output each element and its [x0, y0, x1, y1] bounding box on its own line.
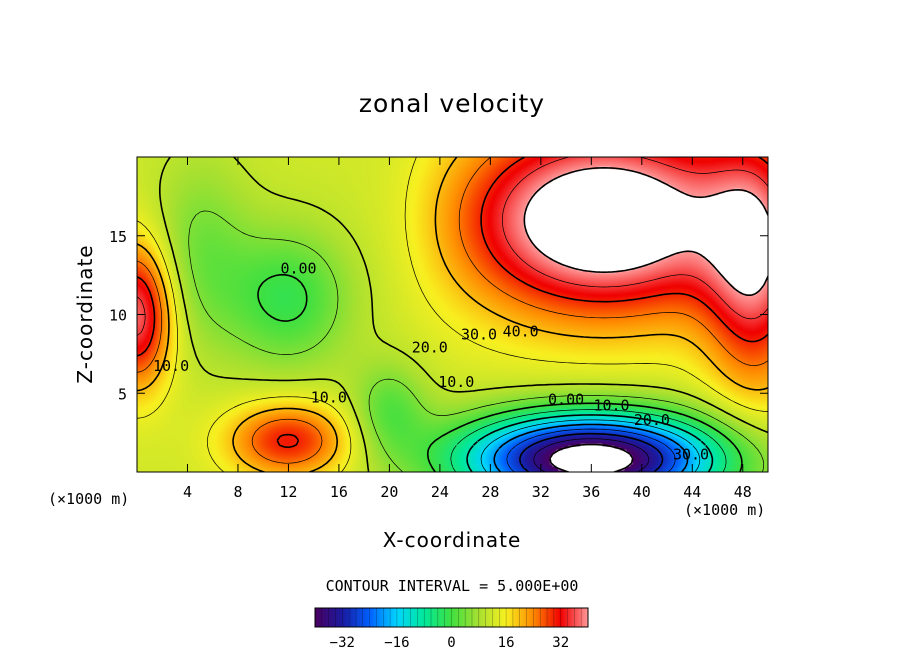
x-unit-label: (×1000 m): [684, 501, 765, 519]
x-tick-label-11: 48: [734, 483, 752, 501]
field-image: [137, 157, 768, 472]
x-axis-title: X-coordinate: [383, 528, 522, 552]
x-tick-label-1: 8: [233, 483, 242, 501]
contour-line-20: [137, 157, 768, 472]
x-tick-label-5: 24: [431, 483, 449, 501]
contour-line-25: [137, 157, 768, 464]
contour-line-neg35: [533, 438, 650, 472]
contour-line-neg20: [493, 423, 689, 472]
x-tick-label-9: 40: [633, 483, 651, 501]
contour-line-0: [257, 273, 743, 472]
contour-lines: [137, 157, 768, 472]
contour-label-9: 20.0: [634, 411, 670, 429]
x-tick-label-0: 4: [183, 483, 192, 501]
y-tick-label-2: 15: [109, 228, 127, 246]
colorbar-tick-label-4: 32: [552, 635, 569, 651]
contour-label-0: 0.00: [280, 260, 316, 278]
contour-line-5: [188, 210, 765, 472]
contour-line-30: [137, 157, 768, 449]
x-tick-label-8: 36: [582, 483, 600, 501]
contour-label-5: 10.0: [438, 373, 474, 391]
contour-label-8: 10.0: [593, 397, 629, 415]
contour-field: [137, 157, 768, 472]
x-tick-label-6: 28: [481, 483, 499, 501]
y-tick-label-1: 10: [109, 307, 127, 325]
x-tick-label-10: 44: [683, 483, 701, 501]
x-tick-label-4: 20: [380, 483, 398, 501]
contour-line-35: [137, 157, 768, 336]
contour-line-neg10: [466, 414, 714, 472]
contour-label-7: 0.00: [548, 390, 584, 408]
x-tick-label-2: 12: [279, 483, 297, 501]
contour-line-neg15: [480, 419, 701, 472]
contour-line-10: [159, 157, 768, 472]
colorbar-ticks: −32 −16 0 16 32: [330, 635, 569, 651]
contour-label-6: 10.0: [311, 389, 347, 407]
contour-label-1: 10.0: [153, 357, 189, 375]
colorbar-tick-label-1: −16: [384, 635, 409, 651]
colorbar-stripes: [321, 608, 582, 627]
contour-label-2: 20.0: [412, 338, 448, 356]
x-tick-label-7: 32: [532, 483, 550, 501]
contour-line-15: [137, 157, 768, 472]
colorbar-tick-label-3: 16: [498, 635, 515, 651]
contour-line-neg5: [450, 409, 727, 472]
colorbar-gradient: [314, 607, 589, 628]
x-ticks: 4 8 12 16 20 24 28 32 36 40 44 48: [183, 157, 752, 501]
y-axis-title: Z-coordinate: [73, 244, 97, 383]
contour-interval-text: CONTOUR INTERVAL = 5.000E+00: [326, 577, 579, 595]
colorbar-tick-label-0: −32: [330, 635, 355, 651]
colorbar-tick-label-2: 0: [447, 635, 455, 651]
x-tick-label-3: 16: [330, 483, 348, 501]
contour-line-neg30: [519, 432, 664, 472]
contour-label-4: 40.0: [503, 323, 539, 341]
contour-label-3: 30.0: [461, 326, 497, 344]
y-unit-label: (×1000 m): [48, 490, 129, 508]
y-tick-label-0: 5: [118, 385, 127, 403]
contour-line-neg25: [506, 428, 676, 472]
contour-line-40: [523, 167, 768, 296]
chart-title: zonal velocity: [359, 89, 545, 118]
y-ticks: 5 10 15: [109, 228, 768, 403]
colorbar: −32 −16 0 16 32: [314, 607, 589, 651]
contour-label-10: 30.0: [673, 445, 709, 463]
